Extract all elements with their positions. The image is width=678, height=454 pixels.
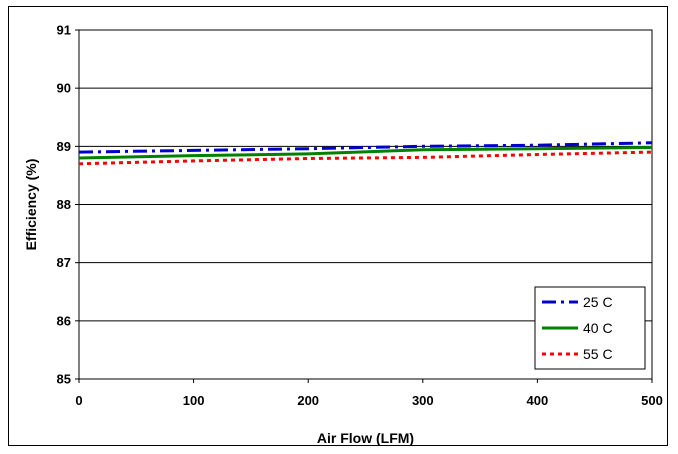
y-tick-label: 90 (57, 81, 71, 96)
y-axis-ticks: 85 86 87 88 89 90 91 (57, 23, 79, 387)
legend-label: 25 C (583, 294, 613, 310)
x-axis-title: Air Flow (LFM) (317, 430, 414, 446)
x-tick-label: 300 (412, 393, 434, 408)
x-tick-label: 100 (183, 393, 205, 408)
grid-lines (79, 87, 652, 322)
y-tick-label: 86 (57, 313, 71, 328)
x-tick-label: 0 (75, 393, 82, 408)
x-axis-ticks: 0 100 200 300 400 500 (75, 379, 663, 408)
series-lines (78, 141, 653, 166)
y-tick-label: 87 (57, 255, 71, 270)
x-tick-label: 400 (527, 393, 549, 408)
y-tick-label: 89 (57, 139, 71, 154)
y-tick-label: 85 (57, 372, 71, 387)
x-tick-label: 200 (297, 393, 319, 408)
y-tick-label: 91 (57, 23, 71, 38)
y-tick-label: 88 (57, 197, 71, 212)
legend-label: 40 C (583, 320, 613, 336)
x-tick-label: 500 (641, 393, 663, 408)
legend: 25 C 40 C 55 C (534, 286, 646, 370)
y-axis-title: Efficiency (%) (23, 159, 39, 251)
series-line-40-c (78, 146, 653, 160)
legend-label: 55 C (583, 346, 613, 362)
